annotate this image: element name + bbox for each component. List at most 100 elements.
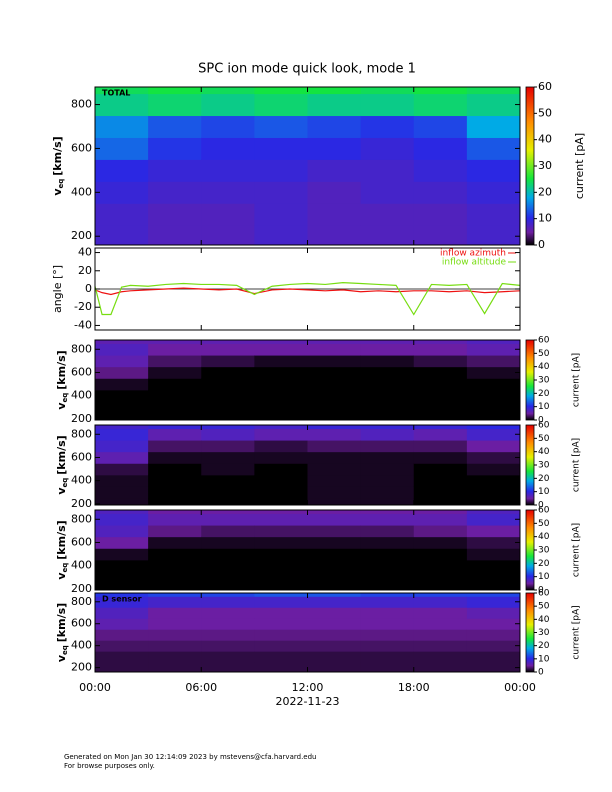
heatmap-cell [307, 525, 362, 538]
heatmap-cell [201, 593, 255, 597]
heatmap-cell [466, 401, 520, 414]
heatmap-cell [148, 115, 202, 138]
y-tick-label: -20 [74, 300, 92, 313]
heatmap-cell [360, 440, 415, 453]
heatmap-cell [201, 225, 255, 245]
heatmap-cell [307, 640, 362, 652]
heatmap-cell [201, 451, 255, 464]
heatmap-cell [413, 607, 468, 619]
colorbar-tick-label: 30 [538, 628, 550, 638]
heatmap-cell [95, 662, 149, 672]
heatmap-cell [95, 593, 149, 597]
x-axis-label: 2022-11-23 [276, 695, 340, 708]
heatmap-cell [148, 593, 202, 597]
heatmap-cell [466, 93, 520, 117]
heatmap-cell [413, 389, 468, 402]
colorbar-tick-label: 30 [538, 546, 550, 556]
heatmap-cell [413, 115, 468, 138]
y-axis-label-sub: eq [61, 478, 69, 488]
heatmap-cell [466, 378, 520, 391]
x-tick-label: 18:00 [398, 681, 430, 694]
x-tick-label: 00:00 [504, 681, 536, 694]
y-axis-label-unit: [km/s] [55, 603, 68, 642]
heatmap-cell [254, 137, 308, 160]
y-tick-label: 200 [71, 497, 92, 510]
heatmap-cell [466, 559, 520, 572]
y-tick-label: 400 [71, 474, 92, 487]
heatmap-cell [466, 486, 520, 499]
heatmap-cell [201, 474, 255, 487]
heatmap-cell [148, 225, 202, 245]
heatmap-cell [413, 181, 468, 204]
heatmap-cell [307, 463, 362, 476]
heatmap-cell [307, 428, 362, 441]
heatmap-cell [148, 181, 202, 204]
colorbar [525, 424, 535, 506]
heatmap-cell [201, 343, 255, 356]
y-axis-label-main: v [55, 654, 68, 662]
heatmap-cell [148, 510, 202, 514]
heatmap-cell [466, 463, 520, 476]
y-tick-label: 800 [71, 595, 92, 608]
heatmap-cell [95, 525, 149, 538]
heatmap-cell [201, 559, 255, 572]
heatmap-cell [95, 651, 149, 663]
colorbar-tick-label: 40 [538, 447, 550, 457]
y-axis-label-sub: eq [57, 179, 65, 189]
y-axis-label: veq [km/s] [55, 350, 69, 409]
y-tick-label: 600 [71, 617, 92, 630]
heatmap-cell [95, 87, 149, 95]
colorbar-label: current [pA] [572, 438, 582, 492]
heatmap-cell [360, 93, 415, 117]
heatmap-cell [466, 629, 520, 641]
heatmap-cell [201, 389, 255, 402]
heatmap [95, 425, 520, 505]
heatmap-cell [254, 366, 308, 379]
heatmap-cell [148, 583, 202, 590]
y-tick-label: -40 [74, 318, 92, 331]
y-tick-label: 200 [71, 229, 92, 242]
heatmap-cell [307, 137, 362, 160]
heatmap-cell [466, 225, 520, 245]
heatmap-cell [201, 378, 255, 391]
y-tick-label: 20 [78, 264, 92, 277]
heatmap-cell [95, 355, 149, 368]
heatmap-cell [360, 525, 415, 538]
heatmap-cell [466, 203, 520, 226]
heatmap-cell [466, 451, 520, 464]
y-tick-label: 800 [71, 342, 92, 355]
heatmap-cell [95, 440, 149, 453]
heatmap-cell [360, 137, 415, 160]
heatmap-cell [95, 571, 149, 584]
heatmap-cell [360, 413, 415, 420]
colorbar-tick-label: 50 [538, 602, 550, 612]
heatmap-cell [148, 343, 202, 356]
heatmap-cell [201, 428, 255, 441]
heatmap-cell [95, 413, 149, 420]
heatmap-cell [148, 378, 202, 391]
heatmap-cell [360, 159, 415, 182]
x-tick-label: 06:00 [185, 681, 217, 694]
heatmap-cell [360, 536, 415, 549]
heatmap-cell [95, 378, 149, 391]
heatmap-cell [201, 607, 255, 619]
heatmap-cell [254, 413, 308, 420]
heatmap-cell [413, 159, 468, 182]
heatmap-cell [254, 510, 308, 514]
colorbar-label: current [pA] [573, 133, 586, 199]
heatmap-cell [148, 366, 202, 379]
heatmap-cell [95, 548, 149, 561]
heatmap-cell [148, 548, 202, 561]
heatmap-cell [148, 137, 202, 160]
colorbar-tick-label: 60 [538, 506, 550, 516]
heatmap-cell [95, 203, 149, 226]
heatmap-cell [307, 378, 362, 391]
heatmap-cell [95, 629, 149, 641]
heatmap [95, 340, 520, 420]
heatmap-cell [95, 93, 149, 117]
heatmap-cell [148, 662, 202, 672]
heatmap-cell [360, 474, 415, 487]
y-axis-label: veq [km/s] [51, 136, 65, 195]
heatmap-cell [254, 559, 308, 572]
heatmap-cell [148, 559, 202, 572]
